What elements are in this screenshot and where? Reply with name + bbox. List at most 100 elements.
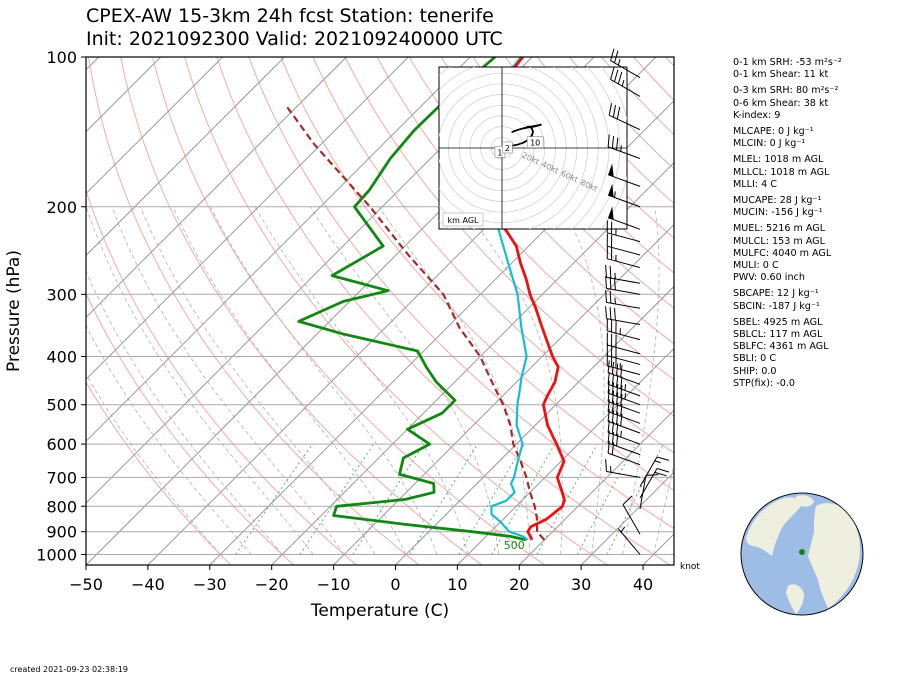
mixing-ratio-line	[299, 443, 375, 555]
index-unit: kt	[818, 97, 829, 109]
index-value: 0.0	[761, 365, 777, 377]
barb-staff	[610, 60, 641, 79]
index-label: MULCL:	[733, 235, 769, 247]
index-unit: C	[769, 353, 777, 365]
x-tick-label: −20	[255, 575, 289, 594]
index-unit: inch	[784, 272, 805, 284]
barb-flag	[616, 363, 619, 376]
barb-flag	[620, 393, 623, 407]
index-label: MUCIN:	[733, 207, 769, 219]
barb-flag	[609, 276, 612, 290]
dry-adiabat	[408, 57, 674, 345]
index-row: SBLCL: 117 m AGL	[733, 329, 842, 341]
index-value: 0	[778, 126, 785, 138]
y-tick-label: 200	[46, 198, 77, 217]
dry-adiabat	[344, 57, 674, 417]
barb-flag	[610, 67, 615, 80]
north-america-land	[746, 497, 802, 556]
barb-flag	[614, 307, 616, 321]
dry-adiabat	[88, 57, 420, 565]
index-unit: m AGL	[793, 223, 826, 235]
index-row: MULFC: 4040 m AGL	[733, 248, 842, 260]
index-unit: J kg⁻¹	[792, 288, 819, 300]
moist-adiabat	[86, 206, 314, 555]
barb-flag	[605, 289, 607, 303]
barb-flag	[616, 374, 619, 388]
index-value: 28	[779, 195, 792, 207]
index-row: 0-1 km Shear: 11 kt	[733, 69, 842, 81]
station-marker	[799, 549, 805, 555]
index-label: 0-3 km SRH:	[733, 85, 793, 97]
barb-staff	[606, 301, 641, 309]
y-tick-label: 800	[46, 497, 77, 516]
barb-half-flag	[624, 384, 627, 391]
barb-staff	[607, 442, 641, 456]
barb-flag	[614, 69, 619, 82]
barb-staff	[607, 344, 641, 355]
index-value: 5216	[766, 223, 791, 235]
created-timestamp: created 2021-09-23 02:38:19	[10, 665, 128, 674]
barb-pennant	[608, 163, 614, 177]
index-row: SHIP: 0.0	[733, 366, 842, 378]
index-value: 11	[803, 69, 816, 81]
chart-title: CPEX-AW 15-3km 24h fcst Station: tenerif…	[86, 5, 494, 27]
index-unit: m AGL	[790, 316, 823, 328]
index-row: MLEL: 1018 m AGL	[733, 154, 842, 166]
dry-adiabat	[858, 57, 906, 565]
dry-adiabat	[152, 57, 545, 565]
index-value: 153	[771, 235, 791, 247]
barb-flag	[607, 380, 610, 394]
barb-flag	[614, 277, 616, 291]
hodograph-height-label: 10	[530, 139, 540, 148]
index-label: MULFC:	[733, 247, 770, 259]
axes: −50 −40 −30 −20 −10 0 10 20 30 40 100 200 300 400 500 6…	[4, 48, 675, 621]
barb-flag	[605, 306, 607, 319]
barb-flag	[611, 400, 615, 414]
x-tick-label: 30	[571, 575, 591, 594]
barb-staff	[607, 365, 641, 376]
barb-flag	[607, 371, 610, 385]
wind-barb	[607, 183, 641, 208]
wind-barb	[605, 306, 641, 326]
moist-adiabat	[309, 206, 500, 555]
barb-unit-label: knot	[680, 562, 700, 572]
wind-barb	[617, 526, 641, 555]
barb-staff	[606, 471, 641, 478]
x-tick-label: −40	[131, 575, 165, 594]
barb-half-flag	[624, 393, 627, 400]
wind-barb	[607, 389, 641, 414]
barb-half-flag	[617, 58, 621, 66]
y-tick-label: 600	[46, 435, 77, 454]
barb-flag	[616, 412, 619, 425]
barb-flag	[622, 495, 633, 505]
sounding-indices: 0-1 km SRH: -53 m²s⁻² 0-1 km Shear: 11 kt…	[733, 57, 842, 390]
index-row: 0-3 km SRH: 80 m²s⁻²	[733, 85, 842, 97]
index-unit: kt	[818, 69, 829, 81]
barb-flag	[616, 137, 619, 151]
index-label: SBLCL:	[733, 329, 767, 341]
index-label: SBLFC:	[733, 341, 767, 353]
index-label: MLEL:	[733, 154, 762, 166]
dry-adiabat	[86, 189, 357, 565]
wind-barb	[607, 409, 641, 434]
index-row: PWV: 0.60 inch	[733, 272, 842, 284]
dewpoint-line	[297, 57, 527, 542]
isotherm	[209, 100, 674, 565]
isotherm	[271, 161, 674, 565]
dry-adiabat	[890, 57, 906, 565]
index-label: MLCAPE:	[733, 126, 775, 138]
mixing-ratio-line	[577, 443, 636, 555]
index-label: 0-6 km Shear:	[733, 97, 801, 109]
wind-barb	[610, 67, 641, 97]
index-label: MLLCL:	[733, 166, 768, 178]
moist-adiabat	[653, 462, 674, 555]
moist-adiabat	[140, 206, 376, 555]
barb-staff	[607, 217, 641, 230]
index-label: PWV:	[733, 272, 758, 284]
y-axis-label: Pressure (hPa)	[4, 250, 24, 372]
barb-flag	[616, 106, 621, 120]
barb-flag	[608, 103, 612, 116]
barb-staff	[622, 504, 641, 535]
